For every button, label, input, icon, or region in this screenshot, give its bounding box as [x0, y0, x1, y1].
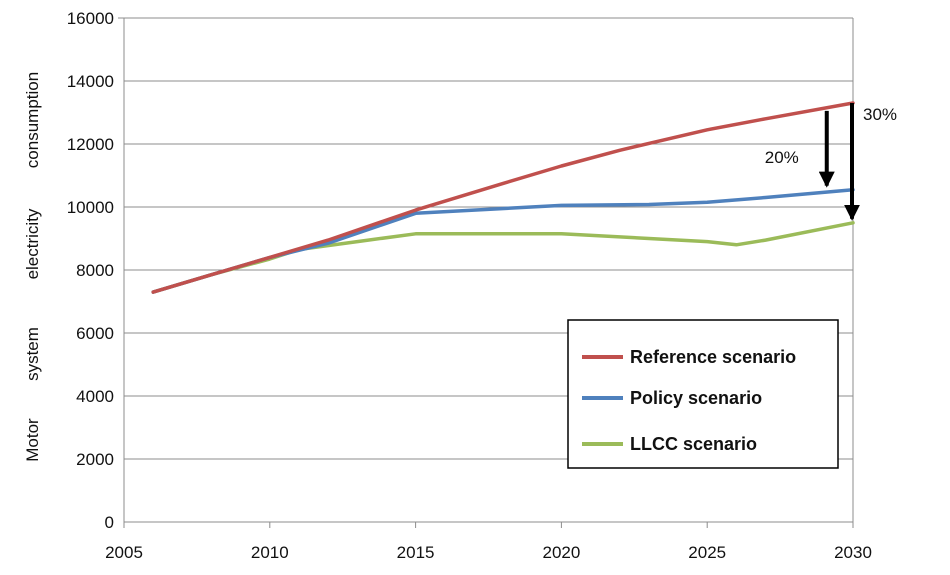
y-tick-label: 2000	[76, 450, 114, 469]
y-tick-label: 8000	[76, 261, 114, 280]
y-tick-label: 16000	[67, 9, 114, 28]
x-tick-label: 2030	[834, 543, 872, 562]
legend-label: Policy scenario	[630, 388, 762, 408]
x-tick-label: 2015	[397, 543, 435, 562]
reduction-annotations: 20% 30%	[765, 103, 897, 221]
gridlines	[124, 17, 853, 460]
y-axis-title-word: system	[23, 327, 42, 381]
series-line-reference-scenario	[151, 101, 855, 294]
series-lines	[151, 101, 855, 294]
y-tick-label: 10000	[67, 198, 114, 217]
x-tick-label: 2010	[251, 543, 289, 562]
series-line-llcc-scenario	[151, 221, 855, 294]
x-tick-labels: 2005 2010 2015 2020 2025 2030	[105, 543, 872, 562]
x-tick-label: 2025	[688, 543, 726, 562]
y-tick-labels: 0 2000 4000 6000 8000 10000 12000 14000 16000	[67, 9, 114, 532]
legend-label: LLCC scenario	[630, 434, 757, 454]
x-tick-label: 2005	[105, 543, 143, 562]
y-tick-label: 0	[105, 513, 114, 532]
reduction-label: 20%	[765, 148, 799, 167]
y-tick-label: 12000	[67, 135, 114, 154]
x-tick-label: 2020	[542, 543, 580, 562]
y-tick-label: 6000	[76, 324, 114, 343]
series-line-policy-scenario	[151, 187, 855, 294]
legend-label: Reference scenario	[630, 347, 796, 367]
y-axis-title-word: Motor	[23, 418, 42, 462]
y-tick-label: 4000	[76, 387, 114, 406]
y-tick-label: 14000	[67, 72, 114, 91]
y-axis-title-word: consumption	[23, 72, 42, 168]
legend: Reference scenario Policy scenario LLCC sc…	[567, 319, 839, 469]
y-axis-title-word: electricity	[23, 208, 42, 279]
y-axis-title: Motor system electricity consumption	[23, 72, 42, 462]
reduction-label: 30%	[863, 105, 897, 124]
